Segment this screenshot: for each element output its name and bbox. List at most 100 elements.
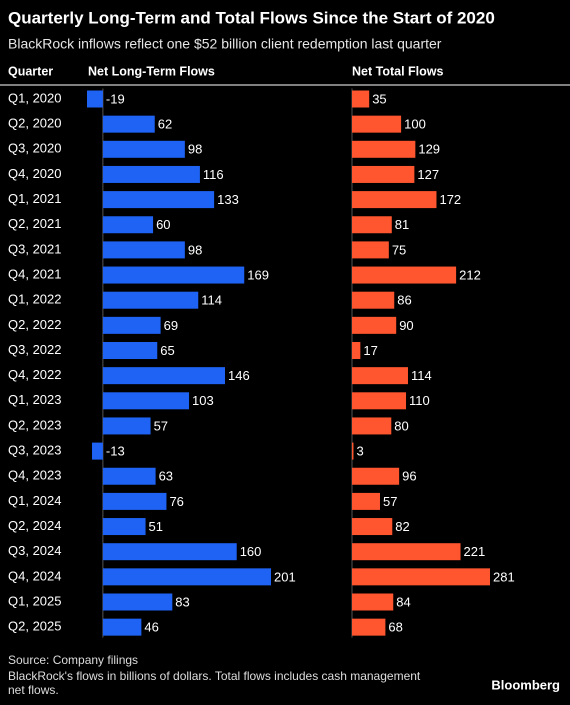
value-label: 169: [247, 267, 269, 282]
category-label: Q1, 2025: [8, 593, 62, 608]
bar: [102, 492, 167, 510]
value-label: 84: [396, 594, 410, 609]
value-label: 160: [240, 544, 262, 559]
value-label: 60: [156, 217, 170, 232]
value-label: 90: [399, 318, 413, 333]
chart-title: Quarterly Long-Term and Total Flows Sinc…: [8, 8, 495, 27]
series-header: Net Long-Term Flows: [88, 64, 215, 78]
category-label: Q4, 2021: [8, 266, 62, 281]
value-label: 68: [388, 620, 402, 635]
category-label: Q1, 2024: [8, 493, 62, 508]
source: Source: Company filings: [8, 653, 138, 667]
bar: [102, 392, 190, 410]
value-label: 146: [228, 368, 250, 383]
category-label: Q3, 2022: [8, 342, 62, 357]
bar: [102, 115, 155, 133]
value-label: -13: [106, 444, 125, 459]
bar: [102, 266, 245, 284]
value-label: 81: [395, 217, 409, 232]
bar: [87, 90, 103, 108]
value-label: 103: [192, 393, 214, 408]
value-label: 212: [459, 267, 481, 282]
bar: [352, 392, 407, 410]
category-label: Q4, 2020: [8, 166, 62, 181]
bar: [352, 442, 354, 460]
value-label: 127: [417, 167, 439, 182]
bar: [102, 543, 237, 561]
bar: [352, 140, 416, 158]
category-label: Q1, 2021: [8, 191, 62, 206]
category-label: Q2, 2020: [8, 116, 62, 131]
category-label: Q2, 2021: [8, 216, 62, 231]
value-label: 221: [464, 544, 486, 559]
value-label: 96: [402, 469, 416, 484]
bar: [352, 291, 395, 309]
bar: [102, 417, 151, 435]
value-label: 46: [144, 620, 158, 635]
bar: [102, 467, 156, 485]
bar: [352, 266, 457, 284]
value-label: 17: [363, 343, 377, 358]
bar: [352, 568, 490, 586]
category-label: Q3, 2021: [8, 241, 62, 256]
value-label: 62: [158, 117, 172, 132]
bar: [352, 467, 400, 485]
value-label: 201: [274, 569, 296, 584]
value-label: 76: [169, 494, 183, 509]
bar: [352, 518, 393, 536]
bar: [102, 316, 161, 334]
value-label: 51: [149, 519, 163, 534]
bar: [102, 165, 200, 183]
value-label: 281: [493, 569, 515, 584]
bar: [102, 191, 215, 209]
value-label: 114: [201, 293, 222, 308]
value-label: 57: [154, 418, 168, 433]
value-label: 114: [411, 368, 432, 383]
bar: [352, 241, 389, 259]
bar: [352, 543, 461, 561]
bar: [352, 593, 394, 611]
bar: [102, 342, 158, 359]
bar: [102, 367, 225, 385]
value-label: 82: [395, 519, 409, 534]
category-label: Q3, 2024: [8, 543, 62, 558]
series-header: Net Total Flows: [352, 64, 443, 78]
bar: [352, 90, 370, 108]
value-label: 98: [188, 142, 202, 157]
bar: [102, 593, 173, 611]
bar: [102, 241, 185, 259]
value-label: 129: [418, 142, 440, 157]
value-label: 98: [188, 242, 202, 257]
value-label: 83: [175, 594, 189, 609]
category-label: Q1, 2022: [8, 292, 62, 307]
bar: [352, 618, 386, 636]
category-label: Q4, 2023: [8, 468, 62, 483]
value-label: 3: [356, 444, 363, 459]
value-label: 75: [392, 242, 406, 257]
note-box: BlackRock's flows in billions of dollars…: [8, 669, 420, 697]
value-label: 86: [397, 293, 411, 308]
bar: [352, 417, 392, 435]
category-label: Q1, 2023: [8, 392, 62, 407]
category-label: Q2, 2025: [8, 619, 62, 634]
bar: [92, 442, 103, 460]
category-label: Q3, 2020: [8, 141, 62, 156]
bar: [352, 165, 415, 183]
bar: [102, 216, 154, 234]
category-label: Q4, 2022: [8, 367, 62, 382]
brand: Bloomberg: [491, 677, 560, 692]
value-label: 116: [203, 167, 224, 182]
value-label: 133: [217, 192, 239, 207]
category-label: Q1, 2020: [8, 90, 62, 105]
category-label: Q4, 2024: [8, 568, 62, 583]
value-label: 35: [372, 91, 386, 106]
value-label: 80: [394, 418, 408, 433]
value-label: 57: [383, 494, 397, 509]
category-label: Q2, 2024: [8, 518, 62, 533]
bar: [102, 518, 146, 536]
column-header: Quarter: [8, 64, 53, 78]
bar: [352, 316, 397, 334]
bar: [352, 115, 402, 133]
bar: [352, 492, 380, 510]
